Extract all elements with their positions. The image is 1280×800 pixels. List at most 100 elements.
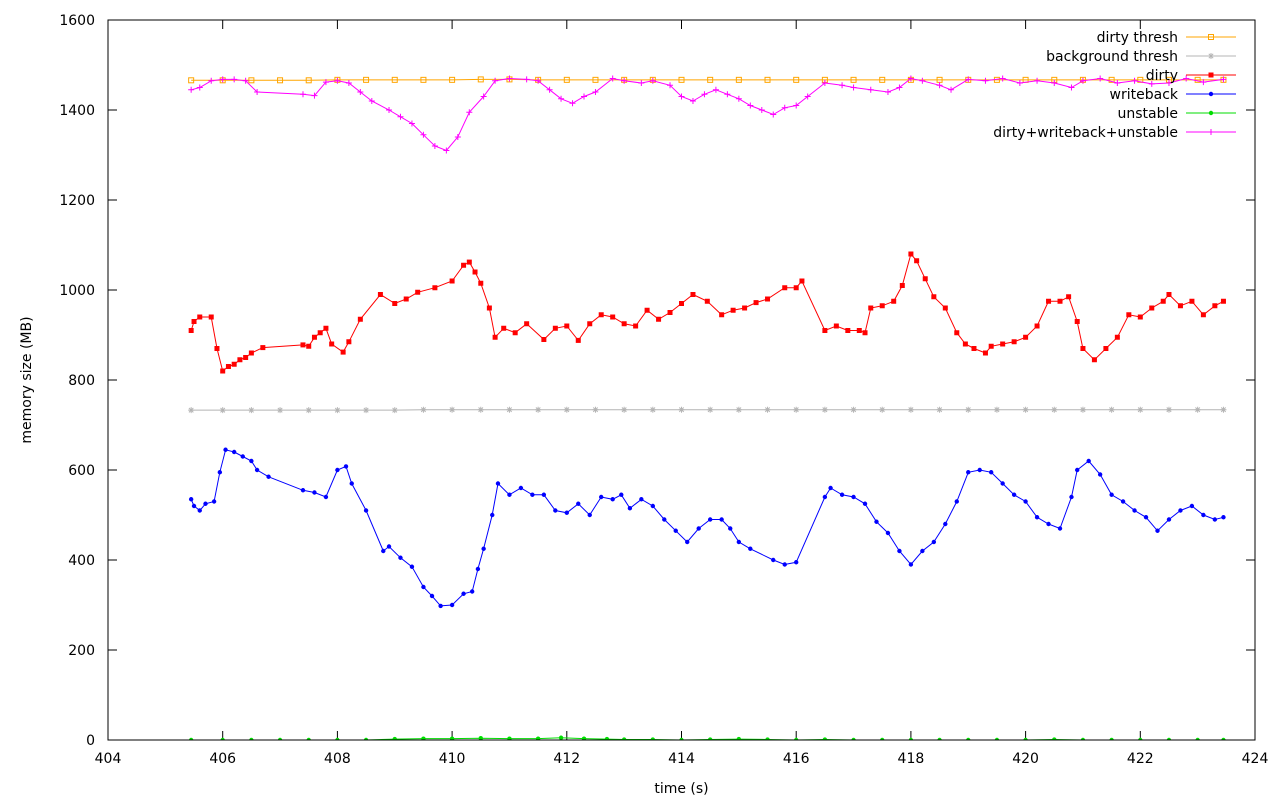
data-point — [1011, 492, 1017, 497]
data-point — [747, 102, 754, 109]
data-point — [667, 310, 673, 315]
data-point — [999, 75, 1006, 82]
data-point — [1068, 84, 1075, 91]
data-point — [553, 508, 558, 513]
data-point — [1221, 737, 1226, 740]
data-point — [1046, 521, 1051, 527]
data-point — [512, 330, 518, 336]
data-point — [1069, 494, 1074, 500]
data-point — [300, 488, 306, 493]
data-point — [1155, 528, 1160, 533]
data-point — [466, 259, 472, 265]
data-point — [965, 406, 972, 413]
data-point — [592, 89, 599, 95]
data-point — [277, 77, 284, 84]
data-point — [231, 361, 237, 367]
data-point — [914, 258, 920, 264]
data-point — [220, 737, 225, 740]
data-point — [322, 79, 329, 86]
data-point — [231, 449, 237, 455]
data-point — [633, 323, 639, 329]
y-tick-label: 400 — [68, 553, 95, 569]
data-point — [381, 548, 386, 554]
data-point — [988, 343, 994, 349]
series-line-dirty — [190, 252, 1224, 372]
x-tick-label: 404 — [95, 751, 122, 767]
data-point — [386, 107, 393, 113]
data-point — [828, 485, 833, 491]
data-point — [1200, 79, 1207, 86]
data-point — [254, 89, 261, 95]
x-tick-label: 420 — [1012, 751, 1039, 767]
data-point — [845, 328, 851, 333]
data-point — [477, 76, 484, 83]
data-point — [1023, 334, 1029, 340]
x-tick-label: 416 — [783, 751, 810, 767]
data-point — [627, 506, 633, 511]
data-point — [689, 98, 696, 104]
data-point — [879, 303, 885, 309]
data-point — [1220, 298, 1226, 304]
series-dirty — [188, 251, 1226, 374]
y-tick-label: 1600 — [59, 13, 95, 29]
data-point — [495, 481, 501, 486]
data-point — [220, 368, 226, 374]
x-axis-label: time (s) — [654, 781, 708, 797]
data-point — [850, 84, 857, 91]
data-point — [793, 76, 800, 83]
data-point — [1201, 512, 1206, 518]
series-dirty-writeback-unstable — [188, 75, 1227, 154]
legend-swatch-marker — [1208, 72, 1214, 78]
data-point — [704, 298, 710, 304]
data-point — [223, 447, 228, 452]
data-point — [443, 147, 450, 154]
data-point — [368, 98, 375, 104]
data-point — [897, 548, 902, 554]
data-point — [1108, 76, 1115, 83]
data-point — [771, 557, 776, 563]
data-point — [335, 737, 340, 740]
data-point — [1120, 499, 1126, 504]
data-point — [541, 337, 547, 342]
data-point — [260, 345, 266, 351]
data-point — [982, 350, 988, 356]
data-point — [598, 312, 604, 318]
data-point — [1177, 303, 1183, 309]
x-tick-label: 412 — [553, 751, 580, 767]
data-point — [587, 512, 592, 518]
data-point — [408, 120, 415, 127]
data-point — [954, 330, 960, 336]
axis-ticks: 404 406 408 410 412 414 416 418 420 422 424 0 200 400… — [59, 13, 1268, 767]
data-point — [879, 76, 886, 83]
data-point — [486, 305, 492, 311]
data-point — [610, 314, 616, 320]
data-point — [884, 89, 891, 95]
data-point — [481, 546, 486, 551]
data-point — [781, 104, 788, 111]
data-point — [248, 350, 254, 356]
data-point — [728, 526, 733, 531]
data-point — [908, 251, 914, 257]
legend-swatch-marker — [1208, 53, 1214, 59]
data-point — [357, 89, 364, 95]
data-point — [1212, 517, 1218, 522]
data-point — [454, 134, 461, 140]
data-point — [1166, 292, 1172, 297]
y-tick-label: 0 — [86, 733, 95, 749]
data-point — [1016, 80, 1023, 86]
legend-label: dirty+writeback+unstable — [993, 125, 1178, 141]
data-point — [208, 314, 214, 320]
legend: dirty thresh background thresh dirty writeb… — [993, 30, 1236, 141]
legend-label: dirty — [1146, 68, 1178, 84]
data-point — [822, 328, 828, 333]
data-point — [409, 564, 415, 569]
data-point — [240, 454, 245, 459]
data-point — [478, 280, 484, 286]
data-point — [312, 490, 317, 495]
data-point — [391, 407, 398, 414]
series-line-writeback — [190, 449, 1224, 607]
data-point — [1086, 458, 1091, 464]
data-point — [765, 737, 770, 740]
data-point — [649, 77, 656, 84]
